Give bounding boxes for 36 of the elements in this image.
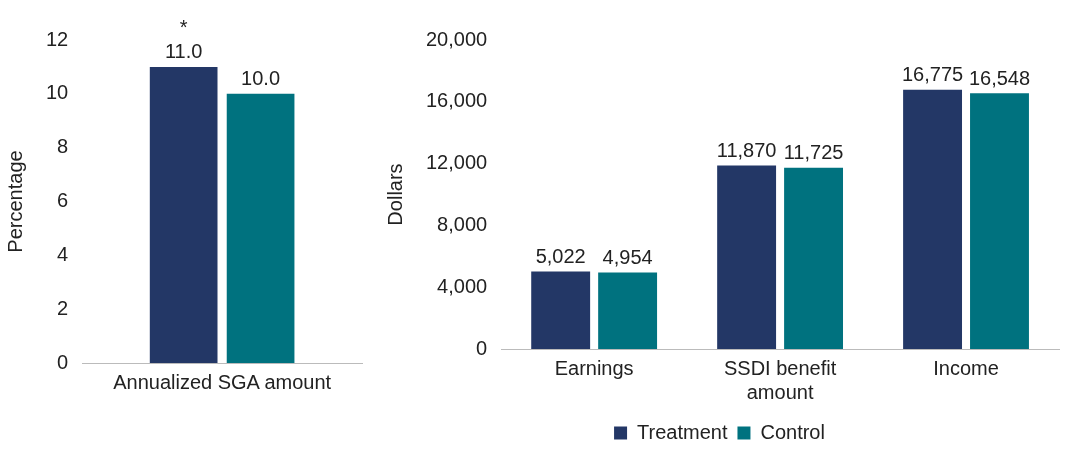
bar xyxy=(531,271,591,349)
y-axis-title: Dollars xyxy=(383,163,406,226)
y-tick-label: 2 xyxy=(57,296,69,319)
annotation: * xyxy=(179,16,188,39)
y-tick-label: 20,000 xyxy=(426,27,488,50)
legend-label: Control xyxy=(760,420,825,443)
bar xyxy=(717,165,777,349)
x-tick-label: Earnings xyxy=(554,356,634,379)
y-tick-label: 12,000 xyxy=(426,151,488,174)
data-label: 4,954 xyxy=(602,245,653,268)
y-tick-label: 8 xyxy=(57,135,69,158)
y-tick-label: 16,000 xyxy=(426,89,488,112)
y-tick-label: 10 xyxy=(46,81,69,104)
y-tick-label: 0 xyxy=(57,350,69,373)
data-label: 11.0 xyxy=(164,40,203,63)
data-label: 16,548 xyxy=(968,66,1031,89)
legend-label: Treatment xyxy=(637,420,728,443)
bar xyxy=(784,167,844,349)
y-axis-title: Percentage xyxy=(3,150,26,253)
bar xyxy=(598,272,658,349)
x-tick-label: Income xyxy=(933,356,999,379)
data-label: 10.0 xyxy=(241,67,281,90)
y-tick-label: 8,000 xyxy=(437,212,488,235)
y-tick-label: 6 xyxy=(57,189,69,212)
y-tick-label: 0 xyxy=(476,336,488,359)
data-label: 11,870 xyxy=(716,139,777,162)
data-label: 11,725 xyxy=(783,141,844,164)
bar xyxy=(903,89,963,349)
y-tick-label: 12 xyxy=(46,27,69,50)
data-label: 5,022 xyxy=(535,244,586,267)
data-label: 16,775 xyxy=(901,63,964,86)
y-tick-label: 4 xyxy=(57,242,69,265)
x-tick-label: Annualized SGA amount xyxy=(113,370,332,393)
x-tick-label: SSDI benefit amount xyxy=(723,356,837,403)
y-tick-label: 4,000 xyxy=(437,274,488,297)
bar xyxy=(970,93,1029,349)
